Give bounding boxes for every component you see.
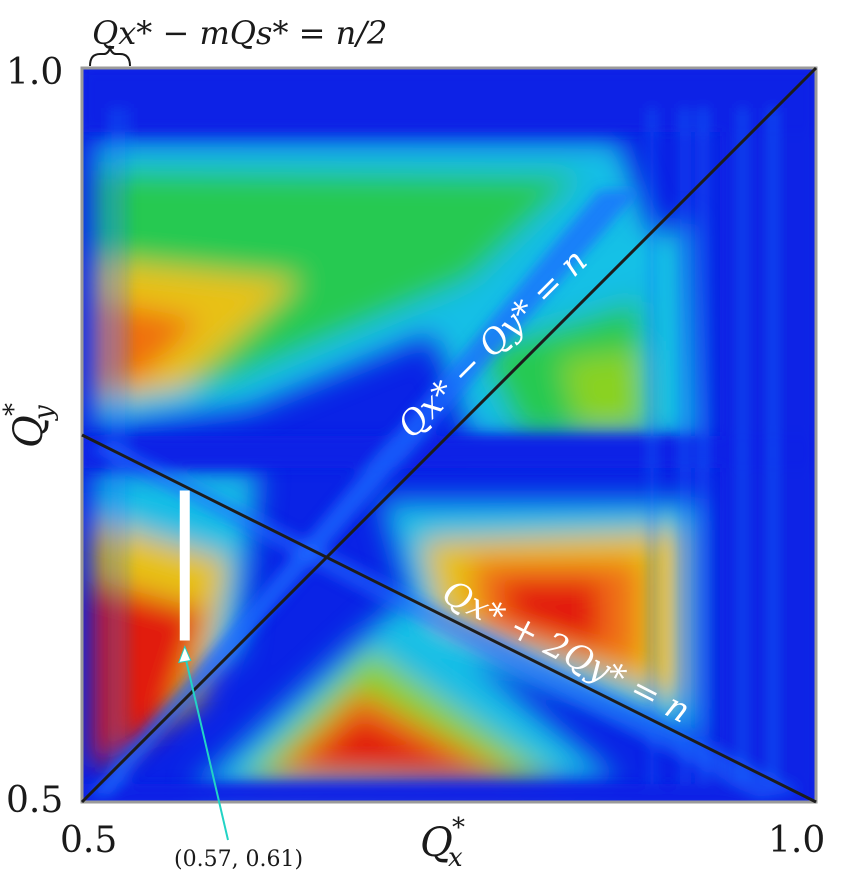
heat-structures: [82, 68, 816, 802]
resonance-annotation: Qx* − mQs* = n/2: [92, 14, 387, 52]
y-axis-label: Q * y: [0, 403, 59, 448]
y-tick-label: 0.5: [6, 780, 63, 821]
heat-stripe: [124, 108, 127, 782]
heat-stripe: [650, 108, 654, 782]
heat-region: [560, 350, 640, 430]
heat-band: [90, 190, 640, 795]
heat-band: [82, 436, 816, 468]
heat-stripe: [770, 108, 776, 782]
x-axis-label: Q * x: [420, 813, 465, 873]
svg-text:Q: Q: [6, 415, 52, 448]
heat-region: [95, 580, 205, 770]
x-tick-label: 1.0: [768, 820, 825, 861]
svg-text:x: x: [448, 843, 463, 873]
heat-band: [82, 68, 816, 132]
svg-text:Q: Q: [420, 820, 453, 866]
marker-group: [177, 490, 229, 841]
heat-stripe: [682, 108, 687, 782]
y-tick-label: 1.0: [6, 52, 63, 93]
heat-stripe: [740, 108, 745, 782]
heat-band: [720, 68, 816, 802]
resonance-line: [80, 66, 818, 804]
svg-text:*: *: [0, 403, 29, 416]
heat-region: [500, 580, 600, 650]
heat-region: [300, 715, 480, 775]
marker-bar: [179, 490, 190, 641]
svg-text:*: *: [452, 813, 465, 843]
marker-arrow: [183, 654, 229, 841]
marker-coordinate-label: (0.57, 0.61): [174, 847, 303, 872]
heat-stripe: [700, 108, 706, 782]
heat-band: [90, 440, 800, 800]
resonance-lines: [80, 66, 818, 804]
resonance-line: [81, 433, 817, 804]
heat-regions: [95, 140, 700, 790]
resonance-brace-icon: [89, 44, 131, 67]
svg-text:y: y: [29, 405, 59, 421]
x-tick-label: 0.5: [60, 820, 117, 861]
heat-band: [82, 784, 816, 802]
marker-arrowhead-icon: [177, 645, 192, 664]
